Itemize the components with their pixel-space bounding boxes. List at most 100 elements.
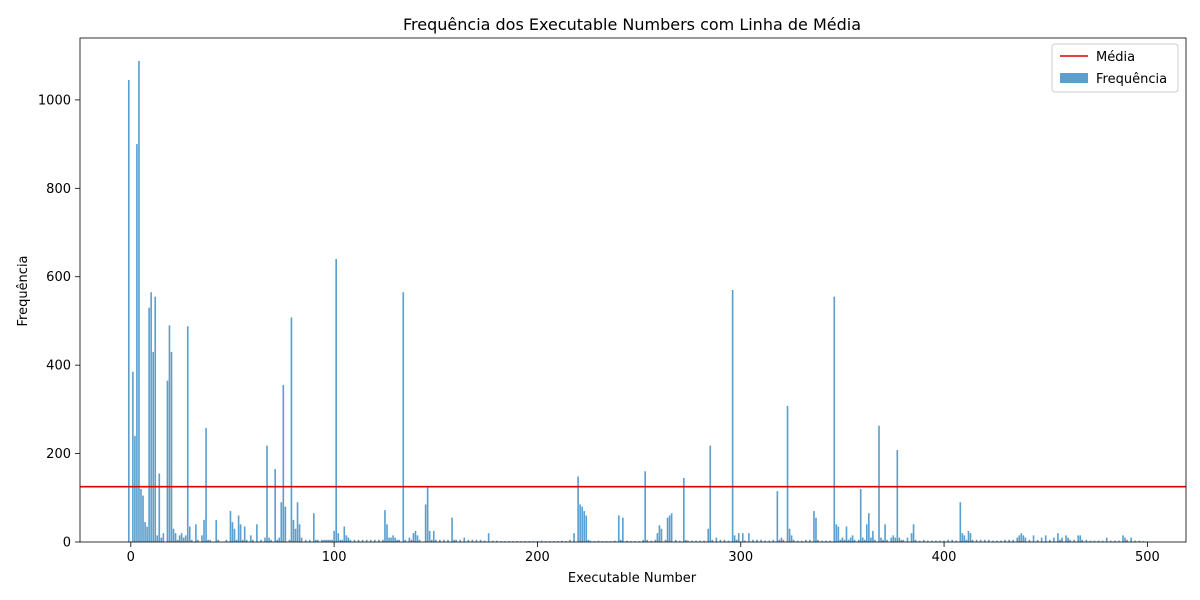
bar-68-55 [268,537,270,542]
bar-263-183 [664,539,667,542]
bar-221-156 [579,504,581,542]
bar-356-244 [853,539,856,542]
bar-78-63 [288,539,291,542]
bar-140-111 [414,530,417,542]
bar-302-208 [744,540,746,542]
bar-337-229 [815,517,817,542]
bar-258-179 [654,539,657,542]
bar-170-130 [475,539,478,542]
bar-264-184 [666,517,669,542]
x-tick-label-200: 200 [525,550,550,565]
bar-452-307 [1048,539,1051,542]
bar-186-138 [508,541,510,542]
bar-252-175 [642,539,644,542]
bar-214-152 [565,541,567,542]
bar-145-114 [424,504,427,542]
bar-440-301 [1024,537,1027,542]
bar-330-225 [800,540,803,542]
bar-2-2 [134,435,136,542]
bar-328-224 [796,540,799,542]
bar-342-232 [825,540,827,542]
bar-88-71 [308,539,311,542]
bar-184-137 [504,541,506,542]
bar-276-192 [691,540,693,542]
bar-198-144 [532,541,535,542]
bar-400-276 [943,540,945,542]
bar-446-304 [1036,539,1039,542]
bar-437-298 [1018,535,1021,542]
bar-353-241 [847,539,850,542]
bar-347-235 [835,524,838,542]
bar-436-297 [1016,537,1019,542]
bar-444-303 [1032,535,1035,542]
bar-413-285 [969,533,972,542]
bar-14-14 [158,473,161,542]
bar-190-140 [516,541,518,542]
bar-71-57 [274,469,276,542]
bar-98-79 [329,539,331,542]
bar-101-82 [335,259,337,542]
bar-359-246 [859,488,862,542]
bar-37-34 [205,427,207,542]
bar-428-293 [1000,540,1002,542]
bar-385-268 [912,524,915,542]
bar-312-213 [764,540,766,542]
bar-220-155 [577,476,579,542]
bar-129-102 [392,535,394,542]
bar-62-51 [256,524,258,542]
bar-15-15 [160,537,163,542]
bar-310-212 [760,539,762,542]
bar-369-255 [880,537,882,542]
y-axis-ticks: 0 200 400 600 800 1000 [38,93,80,551]
bar-468-318 [1081,539,1084,542]
bar-458-311 [1061,537,1063,542]
bar-212-151 [561,540,563,542]
bar-95-76 [323,539,325,542]
bar-382-266 [906,537,909,542]
bar-131-104 [396,539,398,542]
bar-81-66 [294,528,297,542]
bar-324-221 [788,528,791,542]
bar-409-281 [961,533,964,542]
bar-462-314 [1069,539,1071,542]
bars-group [127,60,1145,543]
bar-450-306 [1044,535,1047,542]
bar-36-33 [203,519,205,542]
bar-56-47 [243,526,246,542]
bar-278-193 [695,540,697,542]
bar-57-48 [245,539,248,542]
bar-30-29 [191,539,193,542]
bar-83-68 [298,524,301,542]
bar-318-216 [776,491,779,542]
bar-306-210 [752,539,754,542]
bar-1-1 [132,371,134,542]
bar-361-248 [863,539,866,542]
bar-99-80 [331,539,333,542]
bar-5-5 [140,488,142,542]
bar-208-149 [552,541,555,542]
legend-mean-label: Média [1096,50,1135,65]
bar-104-85 [341,539,344,542]
bar-222-157 [581,506,583,542]
bar-354-242 [849,537,852,542]
x-tick-label-400: 400 [932,550,957,565]
bar-476-322 [1097,540,1100,542]
bar-408-280 [959,502,962,542]
bar-290-200 [719,539,722,542]
bar-152-120 [439,539,441,542]
bar-398-275 [939,540,941,542]
bar-366-253 [874,539,876,542]
bar-39-36 [209,539,211,542]
bar-349-237 [839,539,842,542]
bar-43-38 [217,539,220,542]
bar-364-251 [870,537,872,542]
bar-456-309 [1057,533,1059,542]
x-tick-label-300: 300 [728,550,753,565]
bar-174-132 [483,540,486,542]
bar-484-326 [1114,540,1116,542]
bar-261-182 [660,528,663,542]
bar-16-16 [162,533,165,542]
bar-325-222 [790,535,793,542]
